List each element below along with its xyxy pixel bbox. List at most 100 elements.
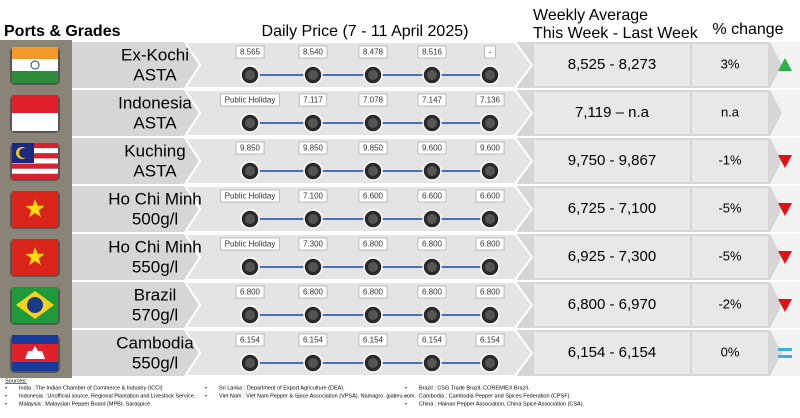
flag-stripe xyxy=(12,143,58,149)
pepper-dot-inner xyxy=(308,214,318,224)
flag-star xyxy=(25,199,45,218)
grade: 550g/l xyxy=(132,353,178,372)
change-cell xyxy=(692,236,768,278)
pepper-dot-inner xyxy=(427,166,437,176)
percent-change: -1% xyxy=(718,152,742,167)
price-label-box xyxy=(417,333,447,347)
price-label: 9.850 xyxy=(240,144,261,153)
change-cell xyxy=(692,92,768,134)
grade: 550g/l xyxy=(132,257,178,276)
pepper-dot-inner xyxy=(427,214,437,224)
pepper-dot-inner xyxy=(245,214,255,224)
pepper-dot-inner xyxy=(368,262,378,272)
change-cell xyxy=(692,44,768,86)
pepper-dot-inner xyxy=(245,310,255,320)
port-name: Ho Chi Minh xyxy=(108,237,202,256)
percent-change: -5% xyxy=(718,248,742,263)
price-label: 8.540 xyxy=(303,48,324,57)
price-label: 7.078 xyxy=(363,96,384,105)
price-label: 6.800 xyxy=(363,240,384,249)
price-label-box xyxy=(475,189,505,203)
weekly-cell xyxy=(534,284,690,326)
header-ports: Ports & Grades xyxy=(4,23,121,40)
price-label-box xyxy=(358,141,388,155)
weekly-average: 6,925 - 7,300 xyxy=(568,248,656,265)
source-item: Cambodia : Cambodia Pepper and Spices Fe… xyxy=(419,393,571,399)
grade: ASTA xyxy=(133,113,177,132)
pepper-dot-inner xyxy=(485,214,495,224)
trend-down xyxy=(778,251,792,264)
change-arrow-bg xyxy=(770,90,800,136)
flag-stripe xyxy=(12,95,58,113)
price-label-box xyxy=(298,93,328,107)
price-label-box xyxy=(475,141,505,155)
price-label: 6.800 xyxy=(363,288,384,297)
pepper-dot-inner xyxy=(245,118,255,128)
price-label-box xyxy=(298,333,328,347)
bullet: • xyxy=(405,393,407,399)
pepper-dot-inner xyxy=(308,118,318,128)
bullet: • xyxy=(405,385,407,391)
price-label-box xyxy=(235,141,265,155)
price-label: 6.800 xyxy=(422,240,443,249)
price-label-box xyxy=(417,93,447,107)
weekly-average: 7,119 – n.a xyxy=(575,104,650,121)
trend-equal xyxy=(778,348,792,351)
pepper-dot-inner xyxy=(368,310,378,320)
sources: Sources:• India : The Indian Chamber of C… xyxy=(5,378,585,407)
price-label: - xyxy=(489,48,492,57)
price-label-box xyxy=(417,237,447,251)
change-cell xyxy=(692,188,768,230)
percent-change: n.a xyxy=(721,104,740,119)
percent-change: 0% xyxy=(721,344,740,359)
port-name: Ho Chi Minh xyxy=(108,189,202,208)
trend-down xyxy=(778,155,792,168)
price-label: Public Holiday xyxy=(225,96,276,105)
weekly-average: 6,154 - 6,154 xyxy=(568,344,656,361)
source-item: Sri Lanka : Department of Export Agricul… xyxy=(219,385,345,391)
price-label: 9.600 xyxy=(422,144,443,153)
bullet: • xyxy=(5,385,7,391)
price-label: 6.600 xyxy=(480,192,501,201)
flag-temple xyxy=(25,346,45,359)
pepper-dot-inner xyxy=(427,262,437,272)
grade: 570g/l xyxy=(132,305,178,324)
header-change: % change xyxy=(712,21,783,38)
price-label-box xyxy=(298,285,328,299)
price-label-box xyxy=(298,45,328,59)
price-label-box xyxy=(358,333,388,347)
percent-change: 3% xyxy=(721,56,740,71)
pepper-dot-inner xyxy=(245,166,255,176)
price-label: 6.154 xyxy=(303,336,324,345)
pepper-dot-inner xyxy=(368,118,378,128)
pepper-dot-inner xyxy=(485,310,495,320)
price-label-box xyxy=(298,189,328,203)
price-label-box xyxy=(475,237,505,251)
weekly-cell xyxy=(534,332,690,374)
change-arrow-bg xyxy=(770,330,800,376)
flag-stripe xyxy=(12,113,58,131)
pepper-dot-inner xyxy=(485,118,495,128)
bullet: • xyxy=(205,385,207,391)
price-label-box xyxy=(475,285,505,299)
trend-down xyxy=(778,203,792,216)
pepper-dot-inner xyxy=(427,70,437,80)
price-label: 6.800 xyxy=(480,240,501,249)
price-label: 9.850 xyxy=(363,144,384,153)
pepper-dot-inner xyxy=(308,70,318,80)
pepper-dot-inner xyxy=(245,358,255,368)
grade: ASTA xyxy=(133,65,177,84)
price-label-box xyxy=(220,189,280,203)
pepper-dot-inner xyxy=(485,70,495,80)
price-label: 6.154 xyxy=(240,336,261,345)
source-item: Brazil : CSG Trade Brazil, COREMIEX Braz… xyxy=(419,385,530,391)
price-label-box xyxy=(220,93,280,107)
price-label-box xyxy=(417,45,447,59)
weekly-cell xyxy=(534,188,690,230)
price-label: 6.800 xyxy=(303,288,324,297)
flag-stripe xyxy=(12,153,58,159)
